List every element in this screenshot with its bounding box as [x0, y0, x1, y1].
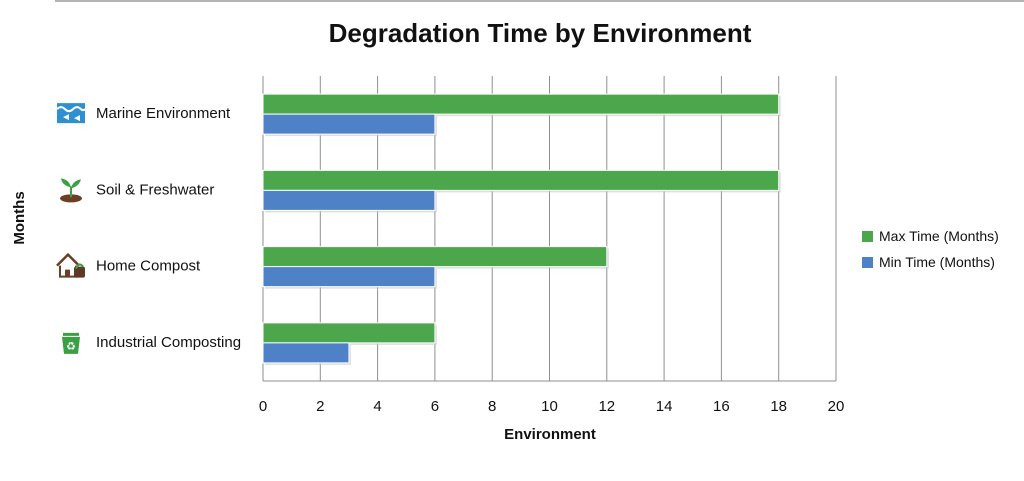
x-tick-label-5: 10 — [541, 398, 558, 415]
category-label-3: Industrial Composting — [96, 334, 241, 351]
bar-max-2 — [262, 246, 608, 268]
bar-max-3 — [262, 322, 436, 344]
svg-text:♻: ♻ — [66, 341, 76, 353]
x-tick-label-6: 12 — [598, 398, 615, 415]
legend-label-1: Min Time (Months) — [879, 254, 995, 270]
x-tick-labels: 0 2 4 6 8 10 12 14 16 18 20 — [259, 398, 845, 415]
y-axis-title: Months — [11, 191, 28, 244]
bar-max-1 — [262, 169, 780, 191]
legend: Max Time (Months) Min Time (Months) — [862, 228, 999, 270]
x-tick-label-9: 18 — [770, 398, 787, 415]
x-tick-label-8: 16 — [713, 398, 730, 415]
x-tick-label-10: 20 — [828, 398, 845, 415]
x-tick-label-1: 2 — [316, 398, 324, 415]
bar-min-0 — [262, 113, 436, 135]
legend-swatch-1 — [862, 257, 873, 268]
home-compost-icon — [56, 252, 85, 278]
x-tick-label-4: 8 — [488, 398, 496, 415]
category-label-0: Marine Environment — [96, 105, 231, 122]
legend-label-0: Max Time (Months) — [879, 228, 999, 244]
bar-min-2 — [262, 266, 436, 288]
recycle-bin-icon: ♻ — [62, 332, 80, 354]
seedling-icon — [60, 178, 82, 203]
x-axis-title: Environment — [504, 426, 596, 443]
x-tick-label-2: 4 — [373, 398, 381, 415]
chart-title: Degradation Time by Environment — [329, 18, 752, 48]
bars — [262, 93, 781, 365]
x-tick-label-0: 0 — [259, 398, 267, 415]
x-tick-label-3: 6 — [431, 398, 439, 415]
category-labels: Marine Environment Soil & Freshwater Home … — [56, 103, 241, 354]
category-label-1: Soil & Freshwater — [96, 181, 214, 198]
category-label-2: Home Compost — [96, 258, 201, 275]
bar-max-0 — [262, 93, 780, 115]
bar-min-1 — [262, 189, 436, 211]
legend-swatch-0 — [862, 231, 873, 242]
x-tick-label-7: 14 — [656, 398, 673, 415]
bar-min-3 — [262, 342, 350, 364]
marine-icon — [56, 103, 86, 124]
